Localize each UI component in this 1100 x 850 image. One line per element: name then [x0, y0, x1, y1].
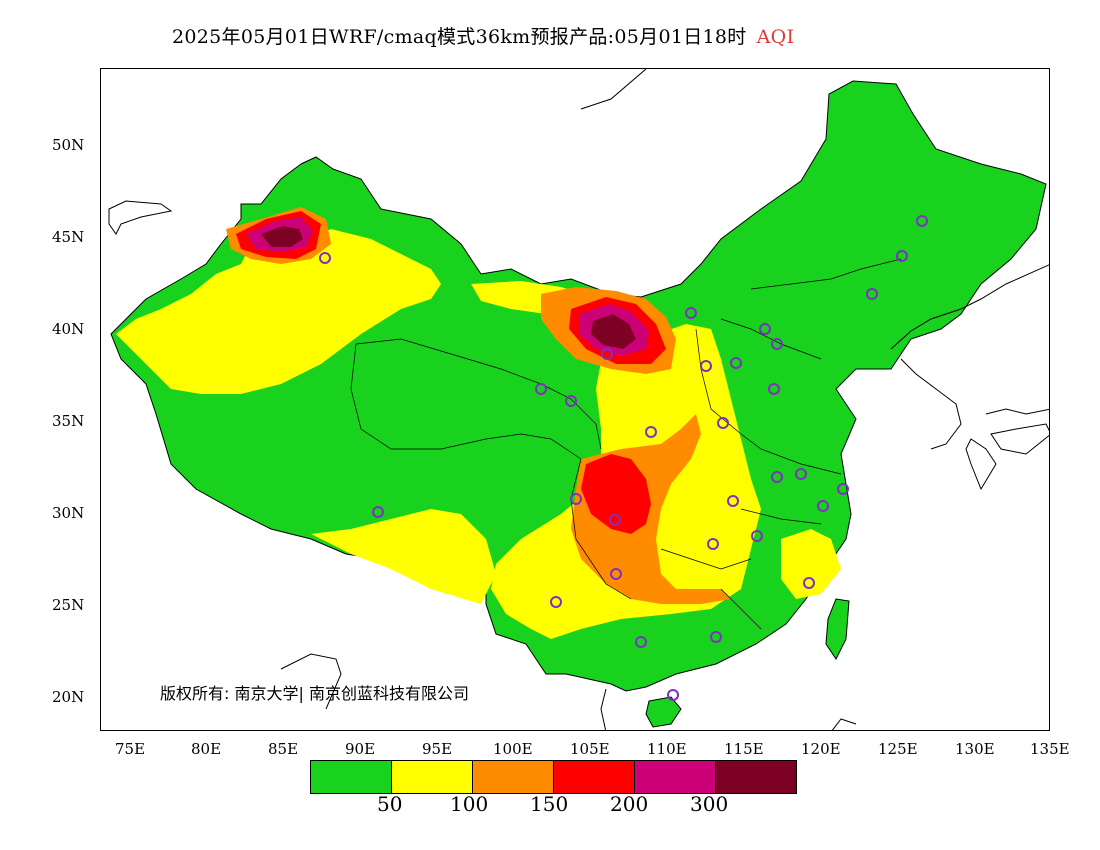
lat-label: 45N: [52, 228, 85, 246]
aqi-forecast-map: [108, 69, 1049, 730]
lon-label: 135E: [1030, 740, 1070, 758]
aqi-zone-moderate-northwest: [116, 229, 441, 394]
city-marker: [817, 500, 829, 512]
city-marker: [759, 323, 771, 335]
neighboring-coastlines: [108, 69, 1049, 730]
city-marker: [700, 360, 712, 372]
lat-label: 20N: [52, 688, 85, 706]
city-marker: [768, 383, 780, 395]
aqi-zone-moderate-south: [311, 509, 496, 604]
legend-swatch-very-unhealthy: [634, 761, 715, 793]
legend-threshold: 300: [690, 792, 729, 816]
legend-threshold: 200: [610, 792, 649, 816]
lat-label: 25N: [52, 596, 85, 614]
legend-swatch-unhealthy: [553, 761, 634, 793]
city-marker: [645, 426, 657, 438]
city-marker: [685, 307, 697, 319]
legend-threshold: 150: [530, 792, 569, 816]
city-marker: [837, 483, 849, 495]
city-markers: [319, 215, 928, 701]
lon-label: 130E: [955, 740, 995, 758]
aqi-zone-unhealthy-sichuan: [581, 454, 651, 534]
city-marker: [896, 250, 908, 262]
city-marker: [710, 631, 722, 643]
map-title: 2025年05月01日WRF/cmaq模式36km预报产品:05月01日18时 A…: [172, 22, 794, 49]
aqi-zone-hazardous-xinjiang: [261, 226, 303, 247]
aqi-zone-moderate-east: [781, 529, 841, 599]
legend-swatch-hazardous: [715, 761, 796, 793]
city-marker: [610, 568, 622, 580]
lon-label: 120E: [801, 740, 841, 758]
map-frame: [100, 68, 1050, 731]
hainan-island: [645, 696, 682, 728]
city-marker: [535, 383, 547, 395]
city-marker: [667, 689, 679, 701]
city-marker: [795, 468, 807, 480]
taiwan-island: [825, 598, 850, 660]
legend-swatch-good: [311, 761, 391, 793]
legend-swatch-usg: [472, 761, 553, 793]
city-marker: [866, 288, 878, 300]
lon-label: 95E: [422, 740, 453, 758]
lon-label: 90E: [345, 740, 376, 758]
lon-label: 80E: [191, 740, 222, 758]
city-marker: [372, 506, 384, 518]
lon-label: 125E: [878, 740, 918, 758]
copyright-text: 版权所有: 南京大学| 南京创蓝科技有限公司: [160, 684, 469, 703]
city-marker: [601, 348, 613, 360]
city-marker: [803, 577, 815, 589]
city-marker: [609, 514, 621, 526]
aqi-zone-hazardous-ordos: [591, 314, 636, 349]
city-marker: [771, 338, 783, 350]
lat-label: 35N: [52, 412, 85, 430]
legend-threshold: 100: [450, 792, 489, 816]
lat-label: 40N: [52, 320, 85, 338]
city-marker: [550, 596, 562, 608]
city-marker: [916, 215, 928, 227]
city-marker: [570, 493, 582, 505]
city-marker: [565, 395, 577, 407]
city-marker: [751, 530, 763, 542]
province-boundaries: [350, 258, 902, 630]
city-marker: [730, 357, 742, 369]
legend-threshold: 50: [377, 792, 403, 816]
title-variable: AQI: [756, 26, 795, 48]
city-marker: [635, 636, 647, 648]
title-main: 2025年05月01日WRF/cmaq模式36km预报产品:05月01日18时: [172, 26, 747, 48]
lon-label: 115E: [724, 740, 764, 758]
lat-label: 50N: [52, 136, 85, 154]
aqi-color-legend: [310, 760, 797, 794]
lon-label: 85E: [268, 740, 299, 758]
lon-label: 75E: [115, 740, 146, 758]
city-marker: [727, 495, 739, 507]
legend-swatch-moderate: [391, 761, 472, 793]
city-marker: [319, 252, 331, 264]
city-marker: [717, 417, 729, 429]
lon-label: 100E: [493, 740, 533, 758]
lon-label: 110E: [647, 740, 687, 758]
city-marker: [707, 538, 719, 550]
lon-label: 105E: [570, 740, 610, 758]
lat-label: 30N: [52, 504, 85, 522]
city-marker: [771, 471, 783, 483]
